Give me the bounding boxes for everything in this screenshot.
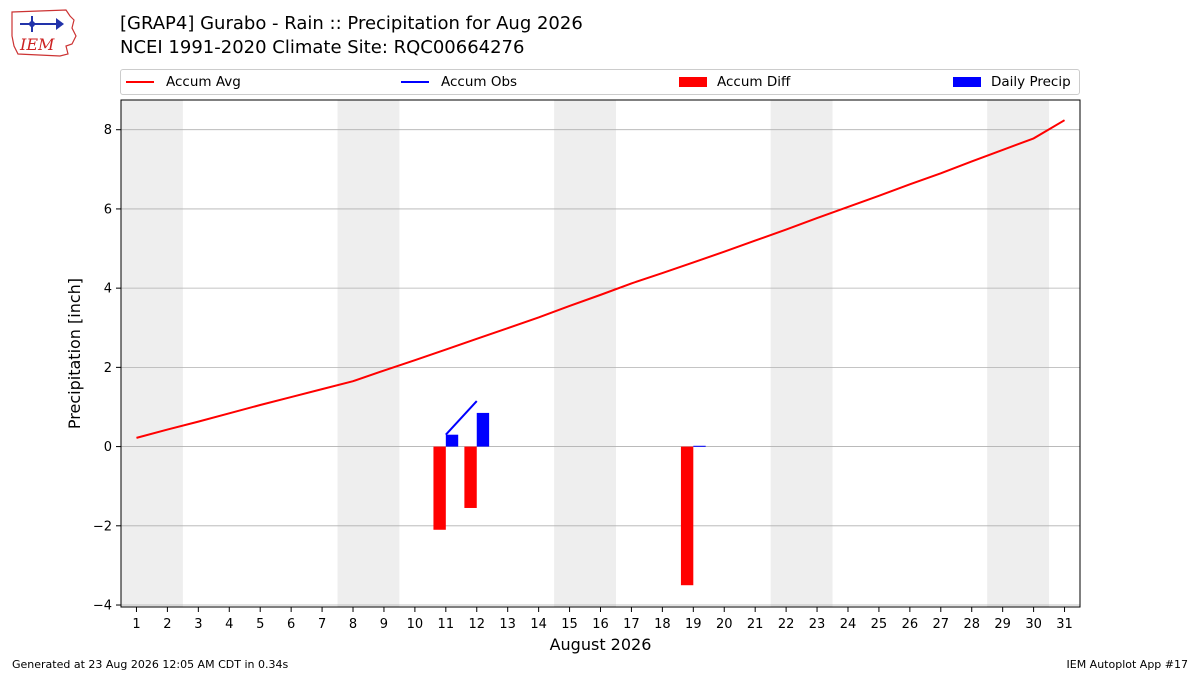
- bars-layer: [433, 412, 706, 586]
- x-tick-label: 13: [499, 617, 516, 632]
- x-tick-label: 3: [194, 617, 202, 632]
- x-tick-label: 23: [809, 617, 826, 632]
- x-tick-label: 19: [685, 617, 702, 632]
- x-tick-label: 20: [716, 617, 733, 632]
- weekend-band: [337, 100, 400, 607]
- lines-layer: [136, 119, 1066, 439]
- x-tick-label: 18: [654, 617, 671, 632]
- y-axis-ticks: −4 −2 0 2 4 6 8: [93, 123, 121, 614]
- x-tick-label: 22: [778, 617, 795, 632]
- iem-logo: IEM: [11, 9, 77, 57]
- x-tick-label: 27: [933, 617, 950, 632]
- legend-item-daily-precip: Daily Precip: [953, 70, 1071, 94]
- legend-swatch-accum-diff: [679, 77, 707, 87]
- x-tick-label: 11: [438, 617, 455, 632]
- chart-subtitle: NCEI 1991-2020 Climate Site: RQC00664276: [120, 37, 525, 58]
- legend-item-accum-obs: Accum Obs: [401, 70, 517, 94]
- daily-precip-bar: [445, 434, 459, 447]
- chart-legend: Accum Avg Accum Obs Accum Diff Daily Pre…: [120, 69, 1080, 95]
- x-tick-label: 25: [871, 617, 888, 632]
- weekend-band: [554, 100, 616, 607]
- x-tick-label: 30: [1025, 617, 1042, 632]
- y-tick-label: 4: [104, 282, 112, 297]
- x-tick-label: 7: [318, 617, 326, 632]
- x-axis-ticks: 1 2 3 4 5 6 7 8 9 10 11 12 13 14 15 16 17 18 19 20 21 22 23 24 2…: [132, 607, 1073, 632]
- y-tick-label: 2: [104, 361, 112, 376]
- legend-swatch-accum-avg: [126, 81, 154, 83]
- app-credit: IEM Autoplot App #17: [1066, 658, 1189, 671]
- x-tick-label: 15: [561, 617, 578, 632]
- generated-timestamp: Generated at 23 Aug 2026 12:05 AM CDT in…: [12, 658, 289, 671]
- y-axis-label: Precipitation [inch]: [65, 278, 84, 429]
- legend-label-accum-obs: Accum Obs: [441, 74, 518, 90]
- legend-label-accum-diff: Accum Diff: [717, 74, 791, 90]
- accum-obs-line: [445, 400, 478, 436]
- x-tick-label: 24: [840, 617, 857, 632]
- x-tick-label: 2: [163, 617, 171, 632]
- x-tick-label: 5: [256, 617, 264, 632]
- legend-item-accum-avg: Accum Avg: [126, 70, 241, 94]
- weekend-bands: [121, 100, 1050, 607]
- x-tick-label: 26: [902, 617, 919, 632]
- legend-label-accum-avg: Accum Avg: [166, 74, 241, 90]
- chart-title: [GRAP4] Gurabo - Rain :: Precipitation f…: [120, 13, 583, 34]
- x-tick-label: 28: [963, 617, 980, 632]
- accum-diff-bar: [464, 446, 477, 508]
- x-tick-label: 12: [468, 617, 485, 632]
- weekend-band: [770, 100, 833, 607]
- accum-diff-bar: [680, 446, 694, 586]
- iowa-outline-shape: [11, 9, 77, 57]
- legend-swatch-accum-obs: [401, 81, 429, 83]
- x-tick-label: 10: [407, 617, 424, 632]
- legend-item-accum-diff: Accum Diff: [679, 70, 790, 94]
- y-tick-label: 0: [104, 440, 112, 455]
- x-tick-label: 17: [623, 617, 640, 632]
- x-tick-label: 14: [530, 617, 547, 632]
- x-tick-label: 1: [132, 617, 140, 632]
- x-tick-label: 21: [747, 617, 764, 632]
- legend-label-daily-precip: Daily Precip: [991, 74, 1071, 90]
- x-tick-label: 8: [349, 617, 357, 632]
- legend-swatch-daily-precip: [953, 77, 981, 87]
- y-tick-label: −2: [93, 519, 112, 534]
- x-tick-label: 31: [1056, 617, 1073, 632]
- daily-precip-bar: [693, 445, 706, 447]
- y-tick-label: −4: [93, 599, 112, 614]
- weekend-band: [987, 100, 1050, 607]
- x-tick-label: 9: [380, 617, 388, 632]
- y-tick-label: 6: [104, 202, 112, 217]
- x-tick-label: 6: [287, 617, 295, 632]
- daily-precip-bar: [476, 412, 490, 447]
- x-tick-label: 16: [592, 617, 609, 632]
- gridlines: [121, 129, 1080, 606]
- accum-avg-line: [136, 119, 1066, 439]
- x-axis-label: August 2026: [550, 635, 652, 654]
- x-tick-label: 29: [994, 617, 1011, 632]
- accum-diff-bar: [433, 446, 446, 530]
- x-tick-label: 4: [225, 617, 233, 632]
- weekend-band: [121, 100, 183, 607]
- y-tick-label: 8: [104, 123, 112, 138]
- logo-text: IEM: [19, 35, 55, 54]
